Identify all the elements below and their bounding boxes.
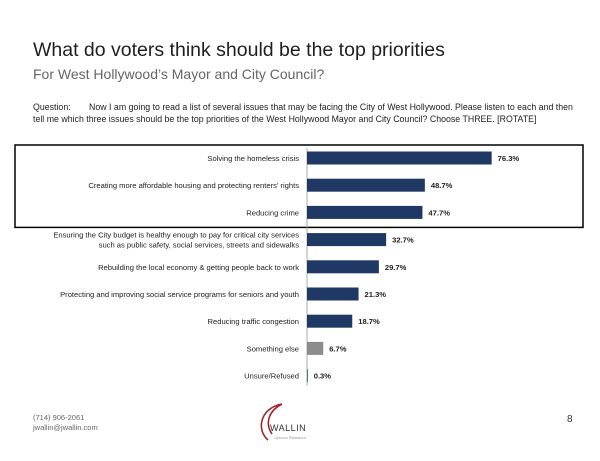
bar (307, 369, 308, 383)
logo-swoosh-icon (260, 403, 283, 441)
bar (307, 178, 425, 192)
bar (307, 260, 379, 274)
question-text: Now I am going to read a list of several… (33, 102, 573, 124)
data-label: 18.7% (358, 317, 380, 326)
bar (307, 233, 387, 247)
bar (307, 341, 324, 355)
bar (307, 314, 353, 328)
data-label: 21.3% (365, 290, 387, 299)
highlight-frame (14, 144, 584, 229)
footer-phone: (714) 906-2061 (33, 413, 85, 422)
data-label: 6.7% (329, 344, 347, 353)
bar (307, 287, 359, 301)
category-label: Reducing crime (246, 208, 299, 217)
category-label: Unsure/Refused (244, 372, 299, 381)
category-label: Protecting and improving social service … (60, 290, 299, 299)
category-label: Something else (247, 344, 299, 353)
category-label: Creating more affordable housing and pro… (88, 181, 299, 190)
data-label: 32.7% (392, 236, 414, 245)
category-label: Rebuilding the local economy & getting p… (98, 263, 299, 272)
data-label: 29.7% (385, 263, 407, 272)
page-number: 8 (567, 414, 573, 425)
category-label: such as public safety, social services, … (99, 241, 300, 250)
bar (307, 151, 492, 165)
page-title: What do voters think should be the top p… (33, 39, 445, 61)
category-label: Reducing traffic congestion (208, 317, 299, 326)
data-label: 47.7% (428, 208, 450, 217)
question-label: Question: (33, 102, 71, 112)
logo-name: WALLIN (270, 423, 306, 433)
category-label: Solving the homeless crisis (207, 154, 299, 163)
category-label: Ensuring the City budget is healthy enou… (53, 231, 299, 240)
data-label: 0.3% (314, 372, 332, 381)
wallin-logo: WALLIN Opinion Research (260, 403, 306, 441)
data-label: 76.3% (498, 154, 520, 163)
question-block: Question: Now I am going to read a list o… (33, 101, 585, 125)
page-subtitle: For West Hollywood’s Mayor and City Coun… (33, 66, 325, 82)
bar (307, 205, 423, 219)
data-label: 48.7% (431, 181, 453, 190)
footer-email[interactable]: jwallin@jwallin.com (33, 423, 98, 432)
logo-tagline: Opinion Research (274, 435, 306, 440)
